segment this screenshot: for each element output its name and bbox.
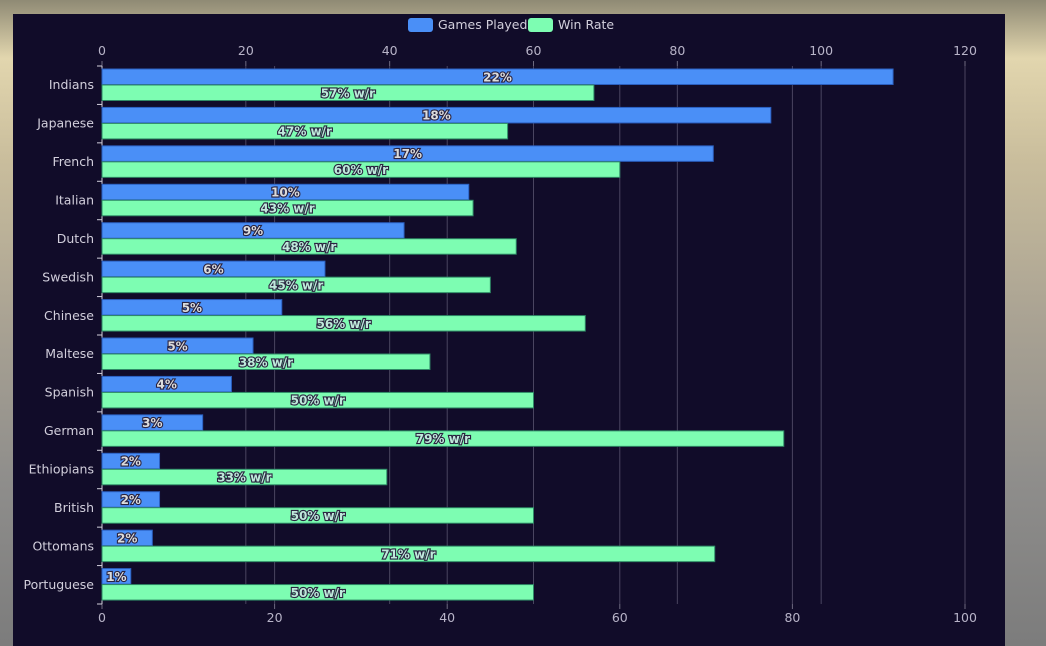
data-label-games-played: 5% <box>167 339 187 353</box>
data-label-games-played: 9% <box>243 224 263 238</box>
data-label-win-rate: 50% w/r <box>291 509 345 523</box>
data-label-games-played: 4% <box>157 378 177 392</box>
category-label: Ottomans <box>32 538 94 553</box>
data-label-win-rate: 57% w/r <box>321 86 375 100</box>
data-label-win-rate: 56% w/r <box>316 317 370 331</box>
data-label-games-played: 22% <box>483 70 512 84</box>
data-label-games-played: 6% <box>203 262 223 276</box>
bar-win-rate <box>101 584 534 601</box>
category-label: British <box>54 500 94 515</box>
data-label-games-played: 18% <box>422 109 451 123</box>
top-axis-tick-label: 120 <box>953 43 977 58</box>
data-label-win-rate: 79% w/r <box>416 432 470 446</box>
category-label: Portuguese <box>24 577 95 592</box>
top-axis-tick-label: 0 <box>98 43 106 58</box>
data-label-win-rate: 60% w/r <box>334 163 388 177</box>
category-label: Spanish <box>45 385 94 400</box>
category-label: Swedish <box>42 269 94 284</box>
legend-swatch-games-played <box>408 18 433 32</box>
data-label-games-played: 2% <box>121 455 141 469</box>
data-label-win-rate: 50% w/r <box>291 586 345 600</box>
bar-win-rate <box>101 391 534 409</box>
bar-win-rate <box>101 430 785 447</box>
data-label-win-rate: 45% w/r <box>269 278 323 292</box>
legend-swatch-win-rate <box>528 18 553 32</box>
top-axis-tick-label: 60 <box>526 43 542 58</box>
top-axis-tick-label: 20 <box>238 43 254 58</box>
data-label-games-played: 2% <box>121 493 141 507</box>
bottom-axis-tick-label: 20 <box>267 610 283 625</box>
data-label-win-rate: 50% w/r <box>291 394 345 408</box>
bar-win-rate <box>101 199 474 217</box>
bar-win-rate <box>101 276 491 294</box>
category-label: Japanese <box>36 116 94 131</box>
data-label-win-rate: 47% w/r <box>278 125 332 139</box>
bar-win-rate <box>101 468 388 486</box>
data-label-games-played: 3% <box>142 416 162 430</box>
bar-win-rate <box>101 353 431 370</box>
data-label-win-rate: 33% w/r <box>217 471 271 485</box>
data-label-games-played: 10% <box>271 186 300 200</box>
legend-label-games-played: Games Played <box>438 17 527 32</box>
category-label: Maltese <box>45 346 94 361</box>
category-label: Ethiopians <box>29 462 94 477</box>
bottom-axis-tick-label: 0 <box>98 610 106 625</box>
category-label: Dutch <box>57 231 94 246</box>
data-label-games-played: 5% <box>182 301 202 315</box>
data-label-games-played: 17% <box>393 147 422 161</box>
category-label: Italian <box>55 193 94 208</box>
bottom-axis-tick-label: 80 <box>784 610 800 625</box>
legend-label-win-rate: Win Rate <box>558 17 614 32</box>
data-label-games-played: 1% <box>106 570 126 584</box>
bar-win-rate <box>101 84 595 101</box>
bottom-axis-tick-label: 100 <box>953 610 977 625</box>
bottom-axis-tick-label: 40 <box>439 610 455 625</box>
data-label-win-rate: 38% w/r <box>239 355 293 369</box>
category-label: French <box>52 154 94 169</box>
bar-win-rate <box>101 507 534 524</box>
bar-win-rate <box>101 238 517 255</box>
data-label-win-rate: 71% w/r <box>381 547 435 561</box>
top-axis-tick-label: 100 <box>809 43 833 58</box>
data-label-win-rate: 48% w/r <box>282 240 336 254</box>
bar-win-rate <box>101 161 621 178</box>
data-label-games-played: 2% <box>117 531 137 545</box>
bar-win-rate <box>101 315 586 332</box>
category-label: Chinese <box>44 308 94 323</box>
bottom-axis-tick-label: 60 <box>612 610 628 625</box>
top-axis-tick-label: 80 <box>669 43 685 58</box>
data-label-win-rate: 43% w/r <box>260 202 314 216</box>
category-label: German <box>44 423 94 438</box>
bar-win-rate <box>101 122 509 140</box>
bar-win-rate <box>101 545 716 563</box>
category-label: Indians <box>49 77 94 92</box>
top-axis-tick-label: 40 <box>382 43 398 58</box>
